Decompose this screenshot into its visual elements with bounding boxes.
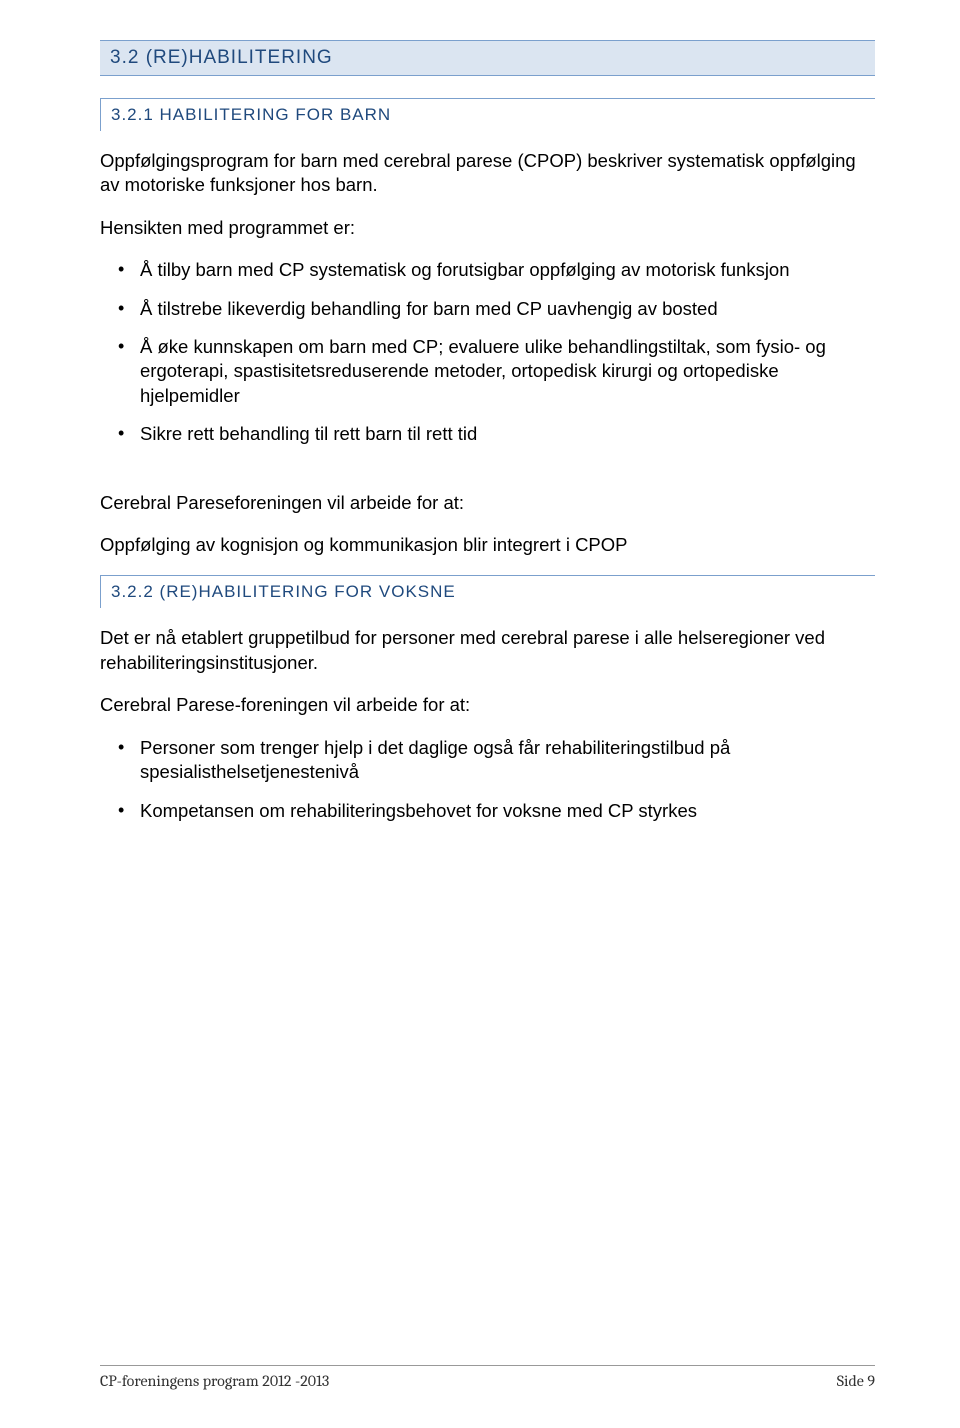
section-heading-3-2: 3.2 (RE)HABILITERING: [100, 40, 875, 76]
list-item: Kompetansen om rehabiliteringsbehovet fo…: [140, 799, 875, 823]
page-footer: CP-foreningens program 2012 -2013 Side 9: [100, 1365, 875, 1390]
section-heading-3-2-1: 3.2.1 HABILITERING FOR BARN: [100, 98, 875, 131]
goal-title-3-2-2: Cerebral Parese-foreningen vil arbeide f…: [100, 693, 875, 717]
lead-in-3-2-1: Hensikten med programmet er:: [100, 216, 875, 240]
list-item: Sikre rett behandling til rett barn til …: [140, 422, 875, 446]
goal-title-3-2-1: Cerebral Pareseforeningen vil arbeide fo…: [100, 491, 875, 515]
list-item: Personer som trenger hjelp i det daglige…: [140, 736, 875, 785]
bullet-list-3-2-1: Å tilby barn med CP systematisk og forut…: [100, 258, 875, 446]
bullet-list-3-2-2: Personer som trenger hjelp i det daglige…: [100, 736, 875, 823]
footer-right: Side 9: [837, 1372, 875, 1390]
footer-left: CP-foreningens program 2012 -2013: [100, 1372, 329, 1390]
intro-3-2-1: Oppfølgingsprogram for barn med cerebral…: [100, 149, 875, 198]
intro-3-2-2: Det er nå etablert gruppetilbud for pers…: [100, 626, 875, 675]
list-item: Å øke kunnskapen om barn med CP; evaluer…: [140, 335, 875, 408]
list-item: Å tilstrebe likeverdig behandling for ba…: [140, 297, 875, 321]
goal-text-3-2-1: Oppfølging av kognisjon og kommunikasjon…: [100, 533, 875, 557]
list-item: Å tilby barn med CP systematisk og forut…: [140, 258, 875, 282]
section-heading-3-2-2: 3.2.2 (RE)HABILITERING FOR VOKSNE: [100, 575, 875, 608]
